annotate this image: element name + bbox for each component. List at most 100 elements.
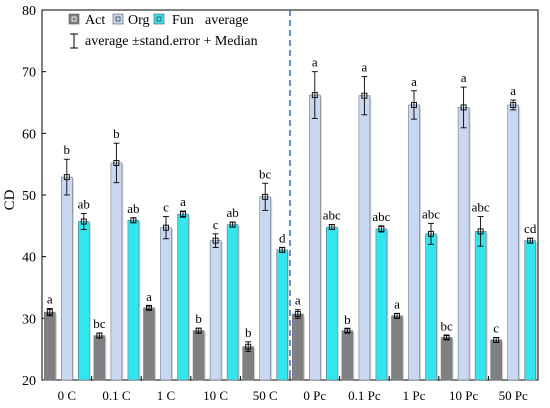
x-tick-label: 0.1 Pc <box>348 388 381 403</box>
significance-letter: bc <box>93 316 106 331</box>
y-tick-label: 20 <box>22 374 36 389</box>
significance-letter: b <box>113 126 120 141</box>
x-tick-label: 0 C <box>58 388 76 403</box>
x-tick-label: 0 Pc <box>303 388 326 403</box>
y-axis-label: CD <box>2 189 18 210</box>
average-marker <box>63 174 70 181</box>
significance-letter: abc <box>323 208 341 223</box>
bar-org <box>160 227 172 381</box>
legend-swatch-act <box>68 13 80 25</box>
x-tick-label: 1 Pc <box>403 388 426 403</box>
average-marker <box>460 104 467 111</box>
average-marker <box>212 237 219 244</box>
significance-letter: a <box>411 74 417 89</box>
bar-act <box>341 330 354 381</box>
y-axis: 20 30 40 50 60 70 80 <box>22 4 46 389</box>
significance-letter: cd <box>524 221 537 236</box>
significance-letter: b <box>245 325 252 340</box>
bar-fun <box>474 231 487 381</box>
average-marker <box>428 230 434 237</box>
bar-fun <box>425 233 437 381</box>
significance-letter: a <box>394 296 400 311</box>
average-marker <box>411 102 417 108</box>
bar-act <box>291 313 304 381</box>
average-marker <box>361 92 368 99</box>
average-marker <box>477 228 484 235</box>
y-tick-label: 50 <box>22 189 36 204</box>
average-marker <box>262 193 269 200</box>
significance-letter: a <box>180 194 186 209</box>
significance-letter: d <box>279 230 286 245</box>
average-marker <box>510 102 517 108</box>
significance-letter: abc <box>372 209 390 224</box>
significance-letter: a <box>461 70 467 85</box>
legend: Act Org Fun average average ±stand.error… <box>68 13 258 49</box>
significance-letter: b <box>344 312 351 327</box>
y-tick-label: 40 <box>22 251 36 266</box>
bar-fun <box>127 219 140 381</box>
significance-letter: a <box>362 60 368 75</box>
bar-fun <box>325 226 338 381</box>
bar-act <box>192 330 205 381</box>
average-marker <box>163 224 169 231</box>
average-marker <box>130 217 137 224</box>
legend-error-note: average ±stand.error + Median <box>85 34 258 49</box>
bar-fun <box>276 249 289 381</box>
legend-swatch-fun <box>153 13 165 25</box>
bar-org <box>209 240 222 381</box>
bar-act <box>490 339 503 381</box>
bar-org <box>308 94 321 381</box>
significance-letter: b <box>64 142 71 157</box>
y-tick-label: 30 <box>22 312 36 327</box>
significance-letter: ab <box>127 201 139 216</box>
average-marker <box>245 343 252 350</box>
average-marker <box>443 334 450 341</box>
average-marker <box>328 224 335 231</box>
bar-fun <box>78 221 90 381</box>
significance-letter: a <box>295 293 301 308</box>
significance-letter: ab <box>78 197 90 212</box>
bar-fun <box>226 224 239 381</box>
legend-swatch-org <box>112 13 124 25</box>
significance-letter: bc <box>440 319 453 334</box>
average-marker <box>46 309 53 316</box>
bar-act <box>391 315 403 381</box>
bar-org <box>259 196 272 381</box>
x-tick-label: 50 Pc <box>499 388 528 403</box>
legend-label-average: average <box>205 13 249 28</box>
legend-errorbar-icon <box>70 33 78 49</box>
significance-letter: c <box>493 320 499 335</box>
average-marker <box>229 221 236 228</box>
bar-fun <box>375 228 388 381</box>
average-marker <box>96 332 103 339</box>
significance-letter: a <box>47 291 53 306</box>
x-tick-label: 0.1 C <box>102 388 130 403</box>
bar-fun <box>177 213 189 381</box>
average-marker <box>146 304 152 311</box>
average-marker <box>113 159 120 166</box>
average-marker <box>180 211 186 218</box>
bar-org <box>507 104 520 381</box>
significance-letter: b <box>195 311 202 326</box>
bar-org <box>457 107 470 381</box>
significance-letter: ab <box>226 205 238 220</box>
significance-letter: abc <box>472 200 490 215</box>
x-tick-label: 50 C <box>253 388 278 403</box>
significance-letter: c <box>163 200 169 215</box>
significance-letter: a <box>146 289 152 304</box>
average-marker <box>527 237 534 244</box>
bar-act <box>93 335 106 381</box>
bar-org <box>408 104 420 381</box>
average-marker <box>493 336 500 343</box>
significance-letter: c <box>213 217 219 232</box>
average-marker <box>344 327 351 334</box>
bar-act <box>43 311 56 381</box>
x-tick-label: 1 C <box>157 388 175 403</box>
average-marker <box>378 225 385 232</box>
average-marker <box>394 312 400 319</box>
bar-org <box>358 95 371 381</box>
y-tick-label: 60 <box>22 127 36 142</box>
average-marker <box>311 92 318 99</box>
x-tick-label: 10 Pc <box>449 388 478 403</box>
